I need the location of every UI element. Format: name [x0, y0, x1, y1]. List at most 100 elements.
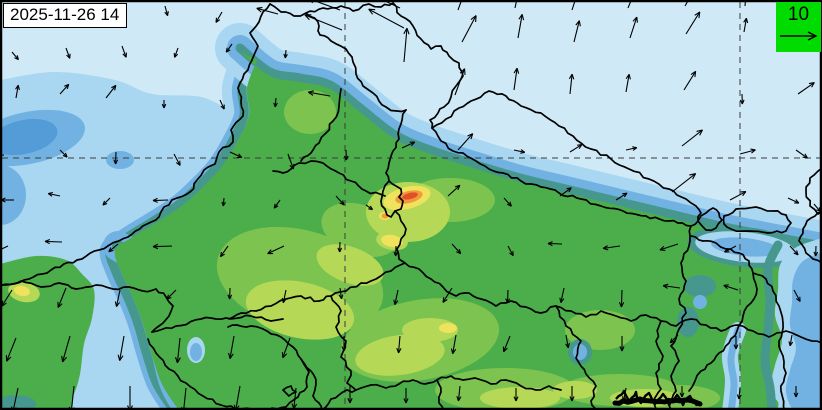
wind-arrow — [505, 289, 511, 304]
wind-arrow — [629, 16, 638, 39]
wind-arrow — [671, 172, 697, 193]
wind-arrow — [283, 49, 288, 59]
wind-arrow — [44, 238, 63, 245]
state-border-line — [652, 320, 664, 410]
wind-arrow — [365, 204, 374, 211]
wind-arrow — [308, 90, 331, 97]
wind-arrow — [787, 197, 800, 204]
wind-arrow — [514, 0, 518, 9]
state-border-line — [151, 288, 174, 333]
wind-arrow — [733, 336, 739, 350]
state-border-line — [474, 377, 562, 391]
state-border-line — [355, 375, 476, 391]
wind-arrow — [227, 287, 233, 300]
wind-arrow — [341, 336, 347, 352]
wind-arrow — [547, 241, 563, 247]
state-border-line — [300, 358, 323, 410]
wind-arrow — [659, 243, 679, 251]
state-border-line — [151, 314, 284, 333]
wind-arrow — [273, 97, 278, 108]
wind-arrow — [669, 334, 679, 344]
wind-arrow — [102, 197, 111, 206]
wind-arrow — [220, 245, 229, 258]
wind-arrow — [225, 43, 233, 53]
wind-arrow — [513, 149, 526, 154]
wind-arrow — [304, 14, 343, 31]
wind-arrow — [173, 153, 181, 166]
wind-arrow — [615, 192, 628, 201]
wind-arrow — [108, 243, 119, 253]
wind-arrow — [447, 184, 461, 197]
wind-arrow — [117, 335, 125, 361]
wind-arrow — [736, 387, 742, 400]
wind-arrow — [627, 0, 632, 9]
state-border-line — [0, 59, 253, 286]
wind-arrow — [729, 191, 747, 201]
wind-arrow — [287, 153, 295, 170]
wind-arrow — [568, 73, 575, 95]
state-border-line — [798, 211, 822, 264]
wind-arrow — [625, 146, 638, 151]
wind-arrow — [461, 15, 477, 43]
wind-arrow — [797, 81, 815, 95]
wind-arrow — [795, 149, 808, 159]
wind-arrow — [347, 386, 353, 404]
wind-arrow — [229, 151, 243, 159]
wind-arrow — [215, 11, 223, 23]
state-border-line — [330, 295, 357, 391]
wind-reference-box: 10 — [776, 2, 821, 52]
wind-arrow — [59, 83, 70, 95]
state-border-line — [249, 3, 271, 61]
wind-arrow — [683, 70, 697, 91]
wind-arrow — [685, 11, 701, 35]
wind-arrow — [59, 149, 68, 158]
wind-arrow — [573, 20, 581, 43]
wind-arrow — [662, 283, 681, 289]
wind-arrow — [454, 68, 466, 96]
wind-arrow — [502, 335, 511, 353]
wind-arrow — [114, 289, 121, 307]
wind-arrow — [813, 245, 819, 257]
wind-arrow — [57, 287, 67, 308]
wind-arrow — [65, 47, 71, 59]
wind-arrow — [684, 0, 690, 7]
wind-arrow — [789, 245, 799, 256]
timestamp-label: 2025-11-26 14 — [3, 3, 128, 28]
wind-arrow — [11, 51, 19, 61]
wind-arrow — [61, 335, 71, 363]
wind-reference-arrow-icon — [779, 31, 818, 41]
wind-arrow — [602, 245, 621, 251]
wind-arrow — [368, 8, 405, 29]
wind-arrow — [724, 245, 737, 253]
wind-arrow — [744, 0, 747, 7]
wind-arrow — [788, 334, 794, 347]
wind-arrow — [273, 199, 281, 209]
wind-arrow — [121, 45, 127, 58]
state-border-line — [436, 379, 444, 410]
state-border-line — [688, 272, 758, 392]
wind-arrow — [442, 287, 453, 303]
wind-arrow — [228, 335, 235, 359]
wind-arrow — [343, 149, 349, 161]
state-border-line — [300, 88, 342, 162]
wind-arrow — [15, 84, 20, 99]
wind-arrow — [618, 289, 625, 308]
state-border-line — [394, 210, 407, 264]
wind-arrow — [507, 245, 514, 257]
wind-arrow — [513, 388, 519, 402]
wind-arrow — [403, 27, 410, 63]
wind-arrow — [743, 17, 749, 33]
wind-arrow — [173, 47, 179, 58]
state-border-line — [431, 127, 699, 227]
wind-arrow — [393, 289, 399, 305]
wind-arrow — [625, 73, 631, 93]
wind-arrow — [152, 243, 173, 250]
wind-arrow — [267, 245, 285, 255]
state-border-line — [805, 167, 822, 215]
wind-arrow — [450, 334, 457, 355]
wind-arrow — [513, 67, 520, 91]
